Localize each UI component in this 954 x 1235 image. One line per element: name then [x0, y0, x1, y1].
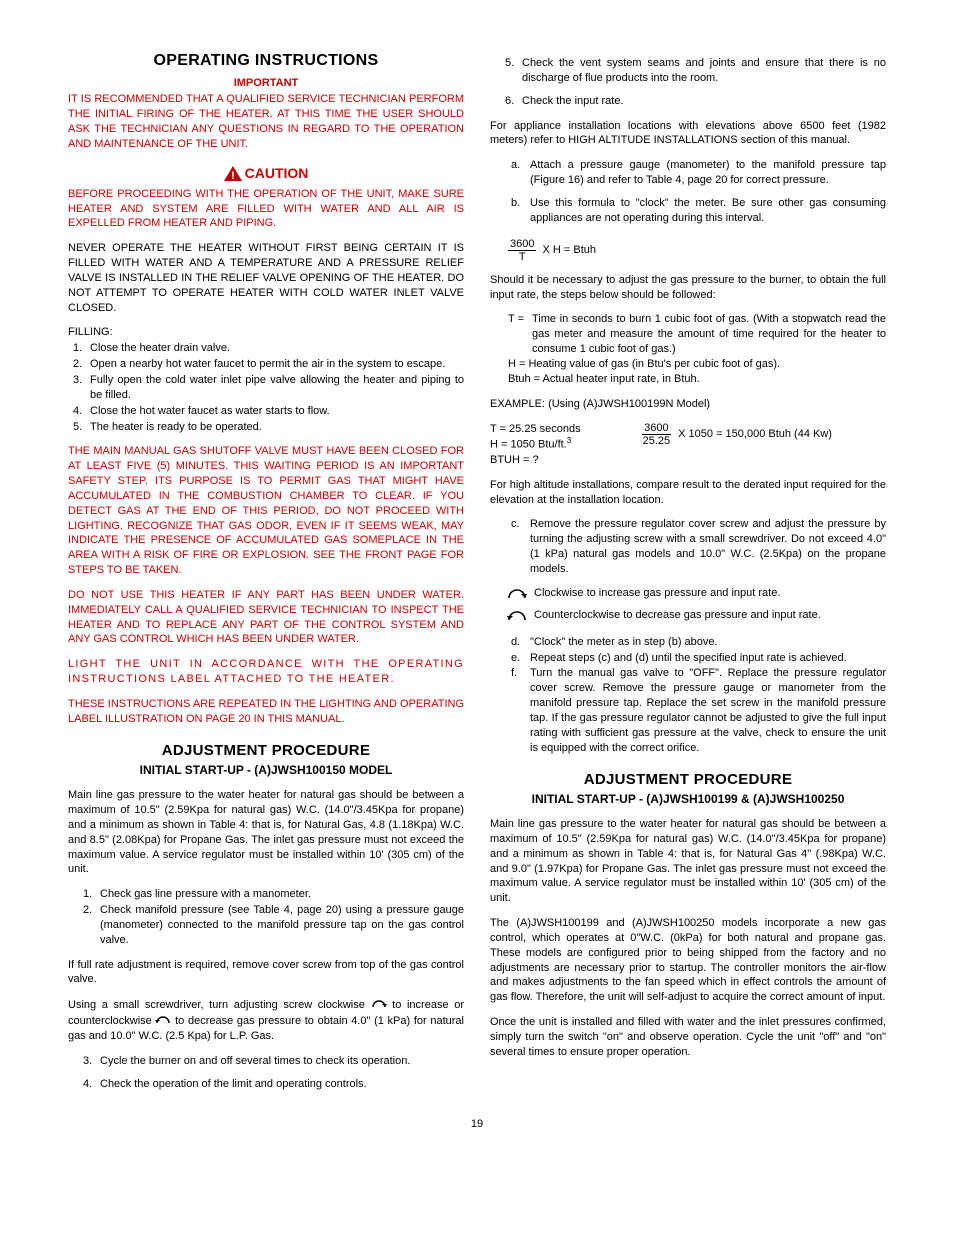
- shutoff-para: THE MAIN MANUAL GAS SHUTOFF VALVE MUST H…: [68, 444, 464, 578]
- altitude-para: For appliance installation locations wit…: [490, 119, 886, 149]
- operating-instructions-heading: OPERATING INSTRUCTIONS: [68, 50, 464, 72]
- important-text: IT IS RECOMMENDED THAT A QUALIFIED SERVI…: [68, 92, 464, 151]
- top-continued-list: 5.Check the vent system seams and joints…: [500, 56, 886, 109]
- check-list: 1.Check gas line pressure with a manomet…: [78, 887, 464, 947]
- ccw-arrow-icon: [506, 607, 528, 625]
- mainline-para-1: Main line gas pressure to the water heat…: [68, 788, 464, 877]
- cw-arrow-icon: [506, 585, 528, 603]
- ab-list: a.Attach a pressure gauge (manometer) to…: [508, 158, 886, 225]
- svg-text:!: !: [231, 170, 235, 181]
- mainline-para-2: Main line gas pressure to the water heat…: [490, 817, 886, 906]
- should-it-para: Should it be necessary to adjust the gas…: [490, 273, 886, 303]
- ccw-row: Counterclockwise to decrease gas pressur…: [506, 607, 886, 625]
- warning-icon: !: [224, 166, 242, 186]
- once-para: Once the unit is installed and filled wi…: [490, 1015, 886, 1060]
- adjustment-sub-2: INITIAL START-UP - (A)JWSH100199 & (A)JW…: [490, 791, 886, 807]
- adjustment-heading-2: ADJUSTMENT PROCEDURE: [490, 770, 886, 790]
- example-label: EXAMPLE: (Using (A)JWSH100199N Model): [490, 397, 886, 412]
- definitions-block: T =Time in seconds to burn 1 cubic foot …: [508, 312, 886, 386]
- adjustment-heading-1: ADJUSTMENT PROCEDURE: [68, 741, 464, 761]
- important-label: IMPORTANT: [68, 76, 464, 91]
- example-row: T = 25.25 seconds H = 1050 Btu/ft.3 BTUH…: [490, 422, 886, 468]
- adjustment-sub-1: INITIAL START-UP - (A)JWSH100150 MODEL: [68, 762, 464, 778]
- underwater-para: DO NOT USE THIS HEATER IF ANY PART HAS B…: [68, 588, 464, 647]
- screwdriver-para: Using a small screwdriver, turn adjustin…: [68, 997, 464, 1044]
- high-alt-para: For high altitude installations, compare…: [490, 478, 886, 508]
- cw-arrow-icon: [371, 999, 387, 1011]
- never-operate-text: NEVER OPERATE THE HEATER WITHOUT FIRST B…: [68, 241, 464, 315]
- repeated-para: THESE INSTRUCTIONS ARE REPEATED IN THE L…: [68, 697, 464, 727]
- filling-list: 1.Close the heater drain valve. 2.Open a…: [68, 341, 464, 434]
- cw-row: Clockwise to increase gas pressure and i…: [506, 585, 886, 603]
- c-list: c.Remove the pressure regulator cover sc…: [508, 517, 886, 576]
- caution-heading: ! CAUTION: [68, 164, 464, 186]
- newgas-para: The (A)JWSH100199 and (A)JWSH100250 mode…: [490, 916, 886, 1005]
- cycle-list: 3.Cycle the burner on and off several ti…: [78, 1054, 464, 1092]
- caution-text: BEFORE PROCEEDING WITH THE OPERATION OF …: [68, 187, 464, 232]
- fullrate-para: If full rate adjustment is required, rem…: [68, 958, 464, 988]
- ccw-arrow-icon: [155, 1015, 171, 1027]
- def-list: d."Clock" the meter as in step (b) above…: [508, 635, 886, 756]
- btuh-formula: 3600T X H = Btuh: [490, 234, 886, 273]
- filling-label: FILLING:: [68, 325, 464, 340]
- page-number: 19: [68, 1117, 886, 1132]
- light-para: LIGHT THE UNIT IN ACCORDANCE WITH THE OP…: [68, 657, 464, 687]
